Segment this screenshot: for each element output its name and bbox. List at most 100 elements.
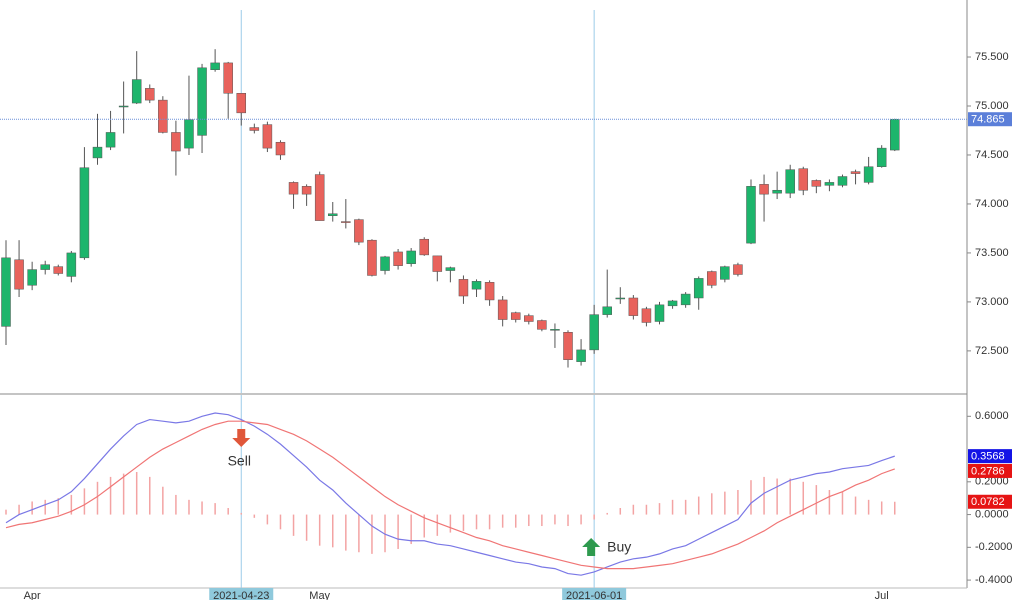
x-tick-label: 2021-06-01 [566,590,622,600]
x-tick-label: Apr [24,590,41,600]
candle-body [798,168,809,191]
candle-body [184,119,194,149]
candle-body [850,171,861,174]
candle-body [602,306,612,315]
candle-body [223,62,233,94]
candle-body [550,329,560,331]
x-tick-label: Jul [875,590,889,600]
candle-body [432,255,443,272]
candle-body [118,105,129,108]
y-tick-label: 72.500 [975,345,1009,357]
candle-body [785,169,795,194]
candle-body [210,62,220,71]
candle-body [262,124,273,149]
candle-body [354,219,364,243]
x-tick-label: 2021-04-23 [213,590,269,600]
candle-body [524,315,534,322]
y-tick-label: -0.2000 [975,541,1012,553]
x-label-bg [562,588,627,600]
candle-body [40,264,50,270]
candle-body [876,147,887,167]
candle-body [1,257,11,327]
y-tick-label: 73.500 [975,247,1009,259]
candle-body [759,184,769,195]
last-value-label-bg [968,494,1012,509]
candle-body [510,312,521,320]
candle-body [628,297,639,316]
candle-body [145,88,155,101]
x-tick-label: May [309,590,330,600]
candle-body [837,176,848,186]
candle-body [746,186,756,244]
candle-body [654,304,665,322]
candle-body [288,182,299,195]
candle-body [563,332,573,360]
candle-body [406,250,416,264]
candle-body [131,79,142,104]
candle-body [772,189,782,194]
candle-body [27,269,37,286]
candle-body [367,239,377,276]
candle-body [249,127,260,131]
y-tick-label: 73.000 [975,296,1009,308]
candle-body [171,132,181,152]
candle-body [471,281,482,290]
candle-body [419,238,429,256]
y-tick-label: 74.500 [975,149,1009,161]
x-label-bg [209,588,274,600]
candle-body [589,314,599,351]
candle-body [707,271,717,286]
candle-body [890,118,900,151]
y-tick-label: 75.000 [975,100,1009,112]
candle-body [14,259,24,290]
candle-body [393,251,403,266]
candle-body [811,180,822,187]
annotation-text: Sell [228,453,251,469]
y-tick-label: 0.2000 [975,476,1009,488]
candle-body [824,182,835,186]
last-price-label-bg [968,112,1012,127]
candle-body [680,293,691,306]
candle-body [314,174,325,221]
y-tick-label: 0.0000 [975,508,1009,520]
candle-body [236,93,247,114]
candle-body [667,300,678,307]
candle-body [66,252,77,277]
candle-body [197,67,207,136]
candle-body [341,221,351,223]
candle-body [576,349,586,362]
candle-body [380,256,390,271]
candle-body [458,279,469,297]
annotation-arrow [232,429,251,447]
candle-body [720,266,730,280]
annotation-arrow [582,538,601,556]
candle-body [158,99,168,133]
candle-body [92,146,103,159]
candle-body [301,186,312,195]
last-value-label-bg [968,463,1012,478]
indicator-line [5,420,895,570]
candle-body [328,213,338,216]
candle-body [53,266,64,274]
candle-body [693,278,704,299]
last-value-label: 0.0782 [971,496,1005,508]
y-tick-label: 0.6000 [975,410,1009,422]
indicator-line [5,412,895,576]
last-value-label: 0.2786 [971,465,1005,477]
candle-body [863,166,874,183]
y-tick-label: 74.000 [975,198,1009,210]
annotation-text: Buy [607,539,631,555]
candle-body [445,267,456,271]
candle-body [537,320,547,330]
candle-body [497,299,508,320]
candle-body [615,297,626,300]
candle-body [641,308,652,323]
y-tick-label: -0.4000 [975,574,1012,586]
last-value-label: 0.3568 [971,451,1005,463]
candle-body [484,282,495,301]
last-value-label-bg [968,449,1012,464]
y-tick-label: 75.500 [975,51,1009,63]
candle-body [105,132,116,148]
candle-body [733,264,743,275]
